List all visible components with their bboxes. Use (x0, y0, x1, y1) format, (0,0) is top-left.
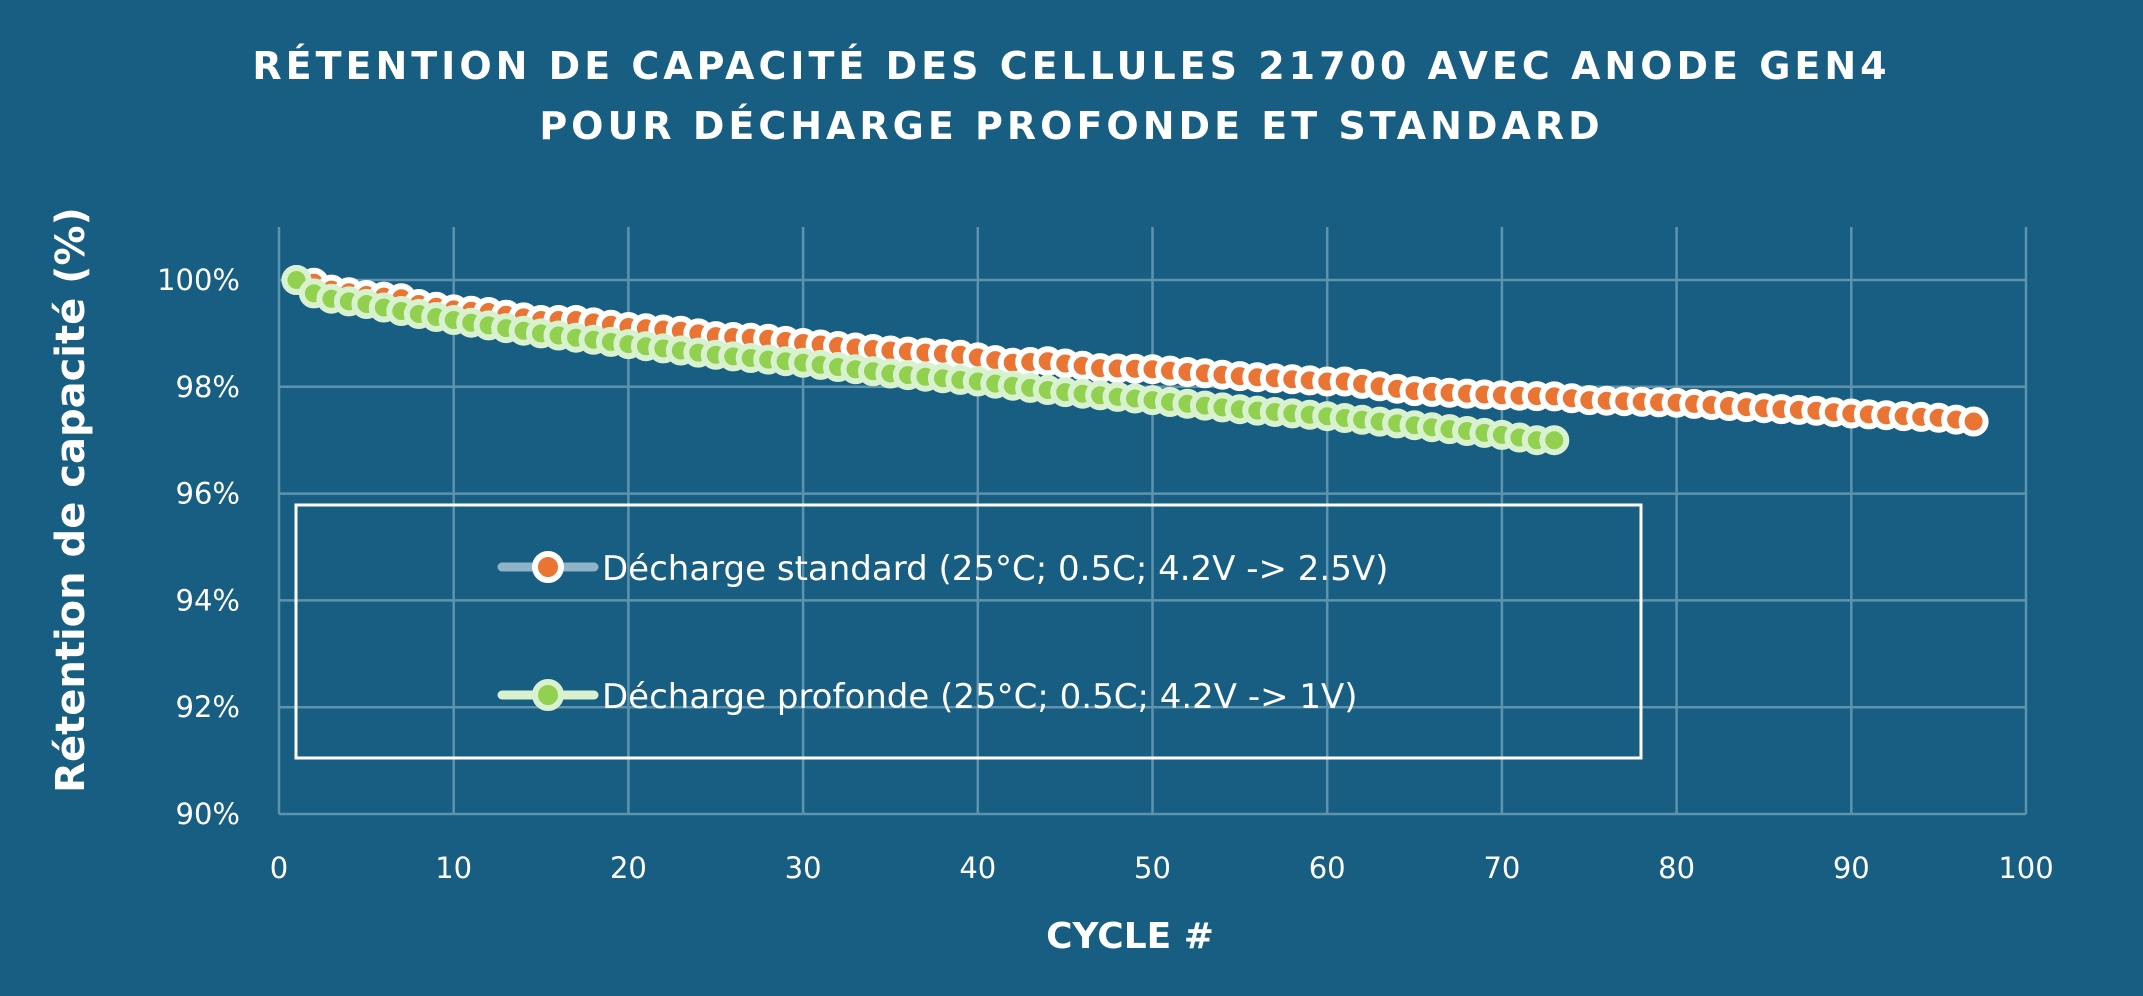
y-tick-label: 98% (176, 370, 240, 404)
y-tick-label: 90% (176, 797, 240, 831)
gridlines (277, 227, 2028, 816)
x-tick-label: 0 (270, 851, 288, 885)
legend-standard-label: Décharge standard (25°C; 0.5C; 4.2V -> 2… (602, 549, 1388, 589)
x-tick-label: 60 (1309, 851, 1346, 885)
x-tick-label: 90 (1833, 851, 1870, 885)
x-tick-label: 20 (610, 851, 647, 885)
deep-point (1539, 425, 1570, 456)
standard-point (1958, 406, 1989, 437)
y-tick-label: 96% (176, 477, 240, 511)
legend-standard-marker-icon (532, 551, 564, 583)
series-deep (281, 265, 1570, 456)
y-tick-label: 100% (157, 263, 240, 297)
legend-deep-marker-icon (532, 679, 564, 711)
y-tick-label: 94% (176, 583, 240, 617)
y-axis-title: Rétention de capacité (%) (48, 207, 94, 793)
x-tick-label: 40 (959, 851, 996, 885)
x-axis-ticks: 0 10 20 30 40 50 60 70 80 90 100 (270, 851, 2054, 885)
chart-title-line-2: POUR DÉCHARGE PROFONDE ET STANDARD (539, 104, 1604, 148)
y-tick-label: 92% (176, 690, 240, 724)
legend-item-deep[interactable]: Décharge profonde (25°C; 0.5C; 4.2V -> 1… (497, 677, 1358, 717)
legend-box (294, 503, 1643, 760)
x-tick-label: 50 (1134, 851, 1171, 885)
x-axis-title: CYCLE # (1046, 916, 1214, 957)
x-tick-label: 80 (1658, 851, 1695, 885)
x-tick-label: 30 (785, 851, 822, 885)
chart-title-line-1: RÉTENTION DE CAPACITÉ DES CELLULES 21700… (252, 44, 1891, 88)
x-tick-label: 70 (1483, 851, 1520, 885)
legend: Décharge standard (25°C; 0.5C; 4.2V -> 2… (294, 503, 1643, 760)
x-tick-label: 10 (435, 851, 472, 885)
y-axis-ticks: 90% 92% 94% 96% 98% 100% (157, 263, 240, 831)
legend-deep-label: Décharge profonde (25°C; 0.5C; 4.2V -> 1… (602, 677, 1358, 717)
legend-item-standard[interactable]: Décharge standard (25°C; 0.5C; 4.2V -> 2… (497, 549, 1388, 589)
x-tick-label: 100 (1998, 851, 2053, 885)
